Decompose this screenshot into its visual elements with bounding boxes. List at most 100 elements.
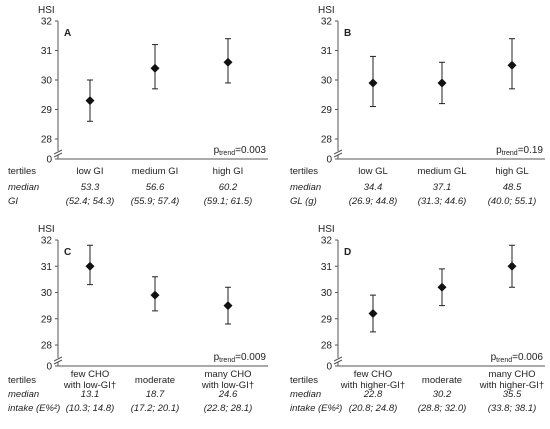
panel-c-median-unit-label: intake (E%²) (8, 403, 60, 414)
panel-d-y-tick-label: 31 (321, 262, 333, 273)
panel-b-p-trend-label: ptrend=0.19 (496, 145, 543, 157)
panel-c-y-tick-label: 30 (41, 288, 53, 299)
panel-a-y-tick-label: 32 (41, 17, 53, 28)
panel-d-category-label: with higher-GI† (479, 380, 544, 391)
panel-d-y-axis-title: HSI (318, 224, 335, 235)
panel-c-median-range: (17.2; 20.1) (131, 403, 180, 414)
panel-b-median-value: 37.1 (433, 182, 452, 193)
panel-c-median-value: 24.6 (218, 389, 238, 400)
panel-b-category-label: medium GL (417, 166, 466, 177)
panel-d-data-point (507, 261, 517, 271)
panel-a-y-tick-label: 28 (41, 135, 53, 146)
panel-d-median-range: (28.8; 32.0) (418, 403, 467, 414)
panel-b-y-tick-label: 0 (326, 155, 332, 166)
panel-c-category-label: moderate (135, 375, 175, 386)
panel-a-panel-letter: A (64, 28, 71, 39)
panel-a-median-range: (59.1; 61.5) (204, 196, 253, 207)
panel-a-median-range: (52.4; 54.3) (66, 196, 115, 207)
panel-b-data-point (437, 78, 447, 88)
panel-c-median-range: (22.8; 28.1) (204, 403, 253, 414)
panel-b-axis-break-mark (333, 152, 343, 158)
panel-d-axis-break-mark (333, 359, 343, 365)
panel-b-median-unit-label: GL (g) (290, 196, 317, 207)
panel-a-axis-break-mark (53, 149, 63, 155)
panel-c-category-label: few CHO (71, 369, 110, 380)
panel-a-y-tick-label: 0 (46, 155, 52, 166)
panel-c-panel-letter: C (64, 247, 71, 258)
panel-a-axis-break-mark (53, 152, 63, 158)
panel-d-median-value: 35.5 (503, 389, 522, 400)
panel-a-y-axis-title: HSI (38, 5, 55, 16)
panel-d-median-label: median (290, 389, 321, 400)
panel-a-median-value: 53.3 (81, 182, 100, 193)
panel-b-y-axis-title: HSI (318, 5, 335, 16)
panel-d-category-label: many CHO (489, 369, 536, 380)
panel-c-axis-break-mark (53, 356, 63, 362)
panel-d-y-tick-label: 29 (321, 314, 333, 325)
panel-d-median-value: 30.2 (433, 389, 452, 400)
panel-c-y-tick-label: 29 (41, 314, 53, 325)
panel-d-y-tick-label: 0 (326, 362, 332, 373)
panel-b-category-label: high GL (495, 166, 528, 177)
panel-d-y-tick-label: 30 (321, 288, 333, 299)
panel-a-p-trend-label: ptrend=0.003 (214, 145, 267, 157)
panel-b-median-label: median (290, 182, 321, 193)
panel-c-y-tick-label: 32 (41, 236, 53, 247)
panel-d-category-label: with higher-GI† (340, 380, 405, 391)
panel-b-data-point (507, 60, 517, 70)
panel-c-y-tick-label: 31 (41, 262, 53, 273)
panel-a-y-tick-label: 30 (41, 76, 53, 87)
panel-a-median-unit-label: GI (8, 196, 18, 207)
panel-d-category-label: moderate (422, 375, 462, 386)
panel-b-y-tick-label: 29 (321, 105, 333, 116)
panel-c-data-point (150, 290, 160, 300)
panel-c-category-label: with low-GI† (63, 380, 116, 391)
panel-d-category-label: few CHO (354, 369, 393, 380)
panel-b-median-value: 34.4 (364, 182, 383, 193)
panel-c-p-trend-label: ptrend=0.009 (214, 352, 267, 364)
panel-a-median-value: 56.6 (146, 182, 165, 193)
panel-c-median-value: 13.1 (81, 389, 100, 400)
panel-d-y-tick-label: 32 (321, 236, 333, 247)
panel-d-panel-letter: D (344, 247, 351, 258)
panel-a-category-label: medium GI (132, 166, 178, 177)
panel-a-category-label: high GI (213, 166, 244, 177)
panel-b-median-range: (40.0; 55.1) (488, 196, 537, 207)
panel-a-data-point (85, 96, 95, 106)
panel-a-tertiles-label: tertiles (8, 166, 36, 177)
panel-c-data-point (223, 301, 233, 311)
panel-a-median-range: (55.9; 57.4) (131, 196, 180, 207)
panel-a-median-label: median (8, 182, 39, 193)
panel-d-axis-break-mark (333, 356, 343, 362)
panel-c-y-tick-label: 28 (41, 341, 53, 352)
panel-d-data-point (437, 282, 447, 292)
panel-d-median-range: (33.8; 38.1) (488, 403, 537, 414)
panel-b-data-point (368, 78, 378, 88)
panel-b-category-label: low GL (358, 166, 388, 177)
panel-d-y-tick-label: 28 (321, 341, 333, 352)
panel-a-y-tick-label: 31 (41, 46, 53, 57)
panel-c-data-point (85, 261, 95, 271)
panel-a-data-point (223, 57, 233, 67)
panel-c-y-axis-title: HSI (38, 224, 55, 235)
panel-c-category-label: many CHO (205, 369, 252, 380)
panel-d-median-value: 22.8 (363, 389, 383, 400)
panel-d-p-trend-label: ptrend=0.006 (491, 352, 544, 364)
panel-d-tertiles-label: tertiles (290, 375, 318, 386)
panel-c-tertiles-label: tertiles (8, 375, 36, 386)
panel-a-data-point (150, 63, 160, 73)
panel-c-category-label: with low-GI† (201, 380, 254, 391)
panel-b-y-tick-label: 30 (321, 76, 333, 87)
panel-b-median-range: (31.3; 44.6) (418, 196, 467, 207)
panel-b-y-tick-label: 32 (321, 17, 333, 28)
panel-b-median-range: (26.9; 44.8) (349, 196, 398, 207)
panel-c-median-value: 18.7 (146, 389, 165, 400)
panel-b-panel-letter: B (344, 28, 351, 39)
panel-c-y-tick-label: 0 (46, 362, 52, 373)
panel-b-tertiles-label: tertiles (290, 166, 318, 177)
panel-c-axis-break-mark (53, 359, 63, 365)
panel-b-axis-break-mark (333, 149, 343, 155)
panel-c-median-range: (10.3; 14.8) (66, 403, 115, 414)
panel-d-data-point (368, 309, 378, 318)
